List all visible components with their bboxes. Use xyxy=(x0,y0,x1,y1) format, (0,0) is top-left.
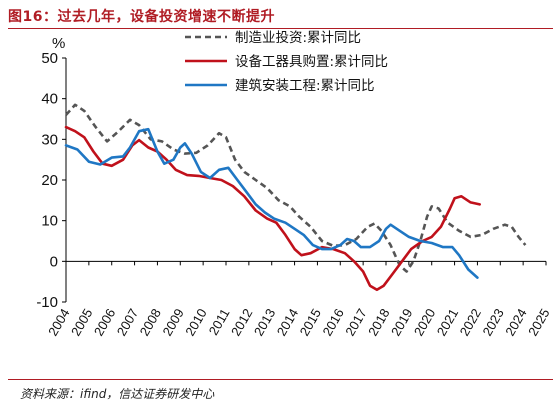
x-tick-label: 2009 xyxy=(159,306,186,339)
title-rule xyxy=(8,28,553,29)
x-tick-label: 2011 xyxy=(206,306,233,338)
x-tick-label: 2023 xyxy=(479,306,506,339)
y-tick-label: 30 xyxy=(41,131,58,148)
y-tick-label: 0 xyxy=(50,253,58,270)
x-tick-label: 2022 xyxy=(457,306,484,339)
legend-label-2: 设备工器具购置:累计同比 xyxy=(235,53,388,70)
series-line-1 xyxy=(65,103,527,273)
x-tick-label: 2016 xyxy=(319,306,346,339)
y-tick-label: -10 xyxy=(36,294,58,311)
y-tick-label: 50 xyxy=(41,50,58,67)
x-tick-label: 2007 xyxy=(114,306,141,339)
y-axis-unit: % xyxy=(52,35,65,52)
legend-label-1: 制造业投资:累计同比 xyxy=(235,30,361,46)
x-tick-label: 2020 xyxy=(411,306,438,339)
x-tick-label: 2018 xyxy=(365,306,392,339)
x-tick-label: 2014 xyxy=(274,306,301,339)
x-tick-label: 2017 xyxy=(342,306,369,339)
y-tick-label: 40 xyxy=(41,91,58,108)
x-tick-label: 2013 xyxy=(251,306,278,339)
x-tick-label: 2019 xyxy=(388,306,415,339)
series-line-2 xyxy=(64,125,481,292)
source-note: 资料来源：ifind，信达证券研发中心 xyxy=(20,387,215,401)
y-tick-label: 20 xyxy=(41,172,58,189)
series-layer xyxy=(64,103,527,292)
y-tick-label: 10 xyxy=(41,213,58,230)
x-tick-label: 2025 xyxy=(525,306,552,339)
x-tick-label: 2024 xyxy=(502,306,529,339)
x-tick-label: 2005 xyxy=(68,306,95,339)
x-tick-label: 2008 xyxy=(137,306,164,339)
x-tick-label: 2015 xyxy=(297,306,324,339)
series-line-3 xyxy=(64,127,479,279)
x-tick-label: 2010 xyxy=(182,306,209,339)
x-tick-label: 2021 xyxy=(434,306,461,339)
bottom-rule xyxy=(8,379,553,380)
x-tick-label: 2006 xyxy=(91,306,118,339)
x-tick-label: 2012 xyxy=(228,306,255,339)
legend-label-3: 建筑安装工程:累计同比 xyxy=(235,78,375,94)
figure-title: 图16：过去几年，设备投资增速不断提升 xyxy=(8,9,275,25)
